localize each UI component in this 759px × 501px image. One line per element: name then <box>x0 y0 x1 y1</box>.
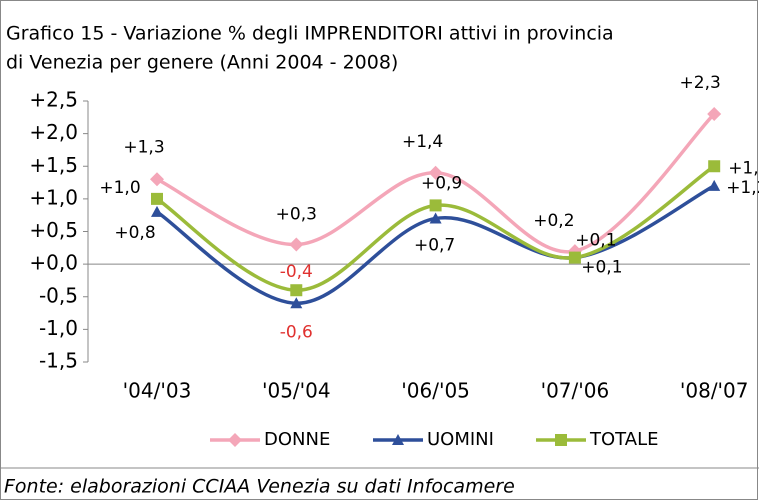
x-tick-label: '08/'07 <box>680 379 749 403</box>
marker <box>428 165 443 180</box>
y-tick-label: +1,5 <box>29 153 78 177</box>
marker <box>151 205 163 217</box>
marker <box>567 244 582 259</box>
y-tick-label: +2,0 <box>29 120 78 144</box>
legend-marker <box>228 433 242 447</box>
marker <box>289 237 304 252</box>
y-tick-label: -0,5 <box>39 283 78 307</box>
y-tick-label: -1,0 <box>39 316 78 340</box>
legend-marker <box>555 434 567 446</box>
data-label: +0,7 <box>414 235 455 255</box>
data-label: +0,8 <box>114 223 155 243</box>
marker <box>707 107 722 122</box>
marker <box>708 160 721 173</box>
chart-title: Grafico 15 - Variazione % degli IMPRENDI… <box>6 23 614 45</box>
x-tick-label: '06/'05 <box>401 379 470 403</box>
legend-label: TOTALE <box>589 429 658 450</box>
marker <box>708 179 721 191</box>
data-label: +0,1 <box>581 258 622 278</box>
marker <box>290 297 303 309</box>
marker <box>429 199 442 212</box>
marker <box>290 284 303 297</box>
data-label: +1,5 <box>728 158 759 178</box>
chart-title: di Venezia per genere (Anni 2004 - 2008) <box>6 52 398 74</box>
y-tick-label: -1,5 <box>39 349 78 373</box>
marker <box>151 192 163 205</box>
legend-marker <box>392 434 404 445</box>
x-tick-label: '07/'06 <box>541 379 610 403</box>
source: Fonte: elaborazioni CCIAA Venezia su dat… <box>4 476 515 498</box>
y-tick-label: +1,0 <box>29 185 78 209</box>
data-label: +0,9 <box>421 173 462 193</box>
marker <box>429 212 442 224</box>
x-tick-label: '04/'03 <box>123 379 192 403</box>
data-label: -0,4 <box>280 262 313 282</box>
y-tick-label: +0,5 <box>29 218 78 242</box>
marker <box>150 172 164 187</box>
data-label: +0,3 <box>276 205 317 225</box>
data-label: -0,6 <box>280 322 313 342</box>
legend-label: UOMINI <box>427 429 494 450</box>
data-label: +0,1 <box>575 231 616 251</box>
marker <box>568 251 581 264</box>
y-tick-label: +2,5 <box>29 88 78 112</box>
data-label: +1,0 <box>99 178 140 198</box>
data-label: +1,3 <box>123 137 164 157</box>
data-label: +0,2 <box>533 211 574 231</box>
x-tick-label: '05/'04 <box>262 379 331 403</box>
data-label: +2,3 <box>680 73 721 93</box>
data-label: +1,2 <box>726 178 759 198</box>
data-label: +1,4 <box>402 132 443 152</box>
y-tick-label: +0,0 <box>29 251 78 275</box>
legend-label: DONNE <box>264 429 330 450</box>
